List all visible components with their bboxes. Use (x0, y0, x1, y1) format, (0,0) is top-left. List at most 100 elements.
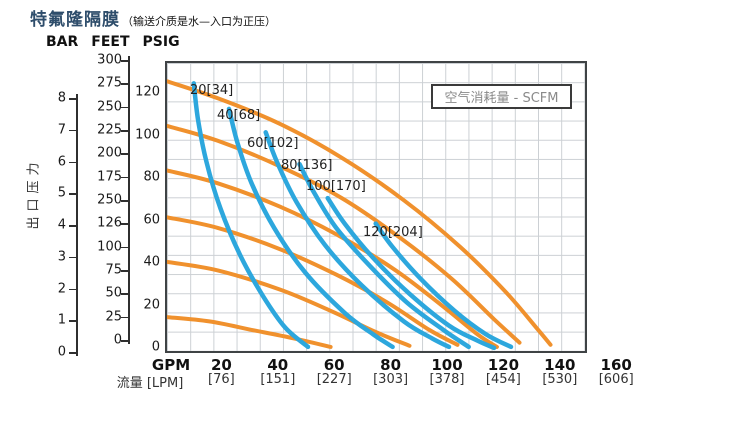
page-title: 特氟隆隔膜 (30, 10, 120, 30)
bar-tick-label: 7 (57, 122, 66, 138)
x-tick-lpm: [378] (429, 372, 465, 387)
feet-tick-mark (121, 60, 128, 62)
feet-tick-mark (121, 153, 128, 155)
air-scfm-120-curve (373, 221, 514, 350)
x-tick-lpm: [530] (542, 372, 578, 387)
page-subtitle: （输送介质是水—入口为正压） (122, 15, 276, 28)
x-axis-unit-gpm: GPM (151, 356, 191, 374)
unit-header-psig: PSIG (142, 34, 180, 50)
air-scfm-60-curve (263, 130, 452, 350)
feet-tick-mark (121, 246, 128, 249)
y-axis-unit-headers: BAR FEET PSIG (46, 34, 180, 50)
bar-axis-line (76, 94, 78, 356)
bar-tick-mark (69, 193, 76, 195)
curve-label-air-scfm-40: 40[68] (217, 108, 261, 123)
psig-tick-label: 0 (151, 339, 160, 355)
feet-axis-line (128, 56, 130, 344)
bar-tick-mark (69, 98, 76, 100)
unit-header-bar: BAR (46, 34, 79, 50)
bar-tick-label: 3 (57, 249, 66, 265)
bar-tick-label: 1 (57, 312, 66, 328)
feet-tick-label: 225 (97, 122, 122, 138)
bar-tick-mark (69, 288, 76, 290)
x-tick-lpm: [606] (598, 372, 634, 387)
feet-tick-mark (121, 340, 128, 342)
feet-tick-label: 175 (97, 169, 122, 185)
x-tick-lpm: [151] (260, 372, 296, 387)
air-scfm-80-curve (297, 161, 471, 350)
feet-tick-mark (121, 130, 128, 132)
feet-tick-label: 250 (97, 99, 122, 115)
legend-label: 空气消耗量 - SCFM (444, 91, 559, 106)
bar-tick-mark (69, 320, 76, 322)
feet-tick-mark (121, 223, 128, 225)
feet-tick-label: 126 (97, 215, 122, 231)
feet-tick-label: 250 (97, 192, 122, 208)
x-tick-lpm: [303] (373, 372, 409, 387)
psig-tick-label: 120 (135, 84, 160, 100)
bar-tick-label: 8 (57, 90, 66, 106)
psig-tick-label: 40 (143, 254, 160, 270)
x-tick-gpm: 160 (600, 356, 632, 374)
bar-tick-label: 4 (57, 217, 66, 233)
bar-tick-label: 5 (57, 185, 66, 201)
psig-tick-label: 100 (135, 127, 160, 142)
curve-label-air-scfm-120: 120[204] (363, 225, 423, 240)
bar-tick-mark (69, 256, 76, 259)
plot-area: 空气消耗量 - SCFM (165, 61, 587, 353)
unit-header-feet: FEET (91, 34, 130, 50)
psig-tick-label: 20 (143, 297, 160, 312)
performance-curve-1-curve (167, 79, 553, 347)
x-tick-gpm: 20 (210, 356, 232, 374)
x-tick-lpm: [76] (208, 372, 235, 387)
bar-tick-mark (69, 161, 76, 163)
air-scfm-20-curve (191, 81, 311, 350)
psig-tick-label: 60 (143, 212, 160, 227)
performance-curve-3-curve (167, 168, 499, 349)
x-tick-gpm: 40 (267, 356, 289, 374)
feet-tick-label: 25 (105, 309, 122, 325)
performance-curve-5-curve (167, 259, 412, 348)
performance-curve-4-curve (167, 215, 460, 347)
x-tick-gpm: 100 (431, 356, 463, 374)
x-tick-gpm: 60 (323, 356, 345, 374)
bar-tick-label: 2 (57, 281, 66, 296)
x-tick-gpm: 80 (380, 356, 402, 374)
bar-tick-mark (69, 129, 76, 132)
curve-label-air-scfm-20: 20[34] (190, 83, 234, 98)
x-tick-lpm: [454] (485, 372, 521, 387)
feet-tick-label: 75 (105, 262, 122, 278)
curve-label-air-scfm-100: 100[170] (306, 179, 366, 194)
curve-label-air-scfm-60: 60[102] (247, 136, 299, 151)
bar-tick-label: 6 (57, 154, 66, 169)
feet-tick-mark (121, 316, 128, 319)
title-row: 特氟隆隔膜 （输送介质是水—入口为正压） (30, 5, 276, 30)
feet-tick-mark (121, 106, 128, 109)
psig-tick-label: 80 (143, 169, 160, 185)
performance-curve-2-curve (167, 123, 522, 345)
feet-tick-mark (121, 176, 128, 179)
legend-box: 空气消耗量 - SCFM (431, 84, 572, 109)
feet-tick-mark (121, 293, 128, 295)
x-tick-lpm: [227] (316, 372, 352, 387)
bar-tick-mark (69, 225, 76, 227)
curve-label-air-scfm-80: 80[136] (281, 158, 333, 173)
x-axis-unit-lpm: 流量 [LPM] (116, 376, 184, 391)
x-tick-gpm: 120 (487, 356, 520, 374)
feet-tick-label: 0 (113, 332, 122, 348)
curves-canvas (167, 79, 553, 351)
feet-tick-label: 275 (97, 75, 122, 91)
air-scfm-100-curve (325, 195, 497, 351)
feet-tick-label: 200 (97, 145, 122, 161)
air-scfm-40-curve (226, 106, 395, 350)
feet-tick-mark (121, 270, 128, 272)
feet-tick-label: 100 (97, 239, 122, 255)
x-tick-gpm: 140 (544, 356, 576, 374)
feet-tick-mark (121, 83, 128, 85)
feet-tick-label: 300 (97, 52, 122, 68)
bar-tick-mark (69, 352, 76, 354)
feet-tick-mark (121, 200, 128, 202)
performance-curve-6-curve (167, 315, 333, 349)
bar-tick-label: 0 (57, 344, 66, 360)
